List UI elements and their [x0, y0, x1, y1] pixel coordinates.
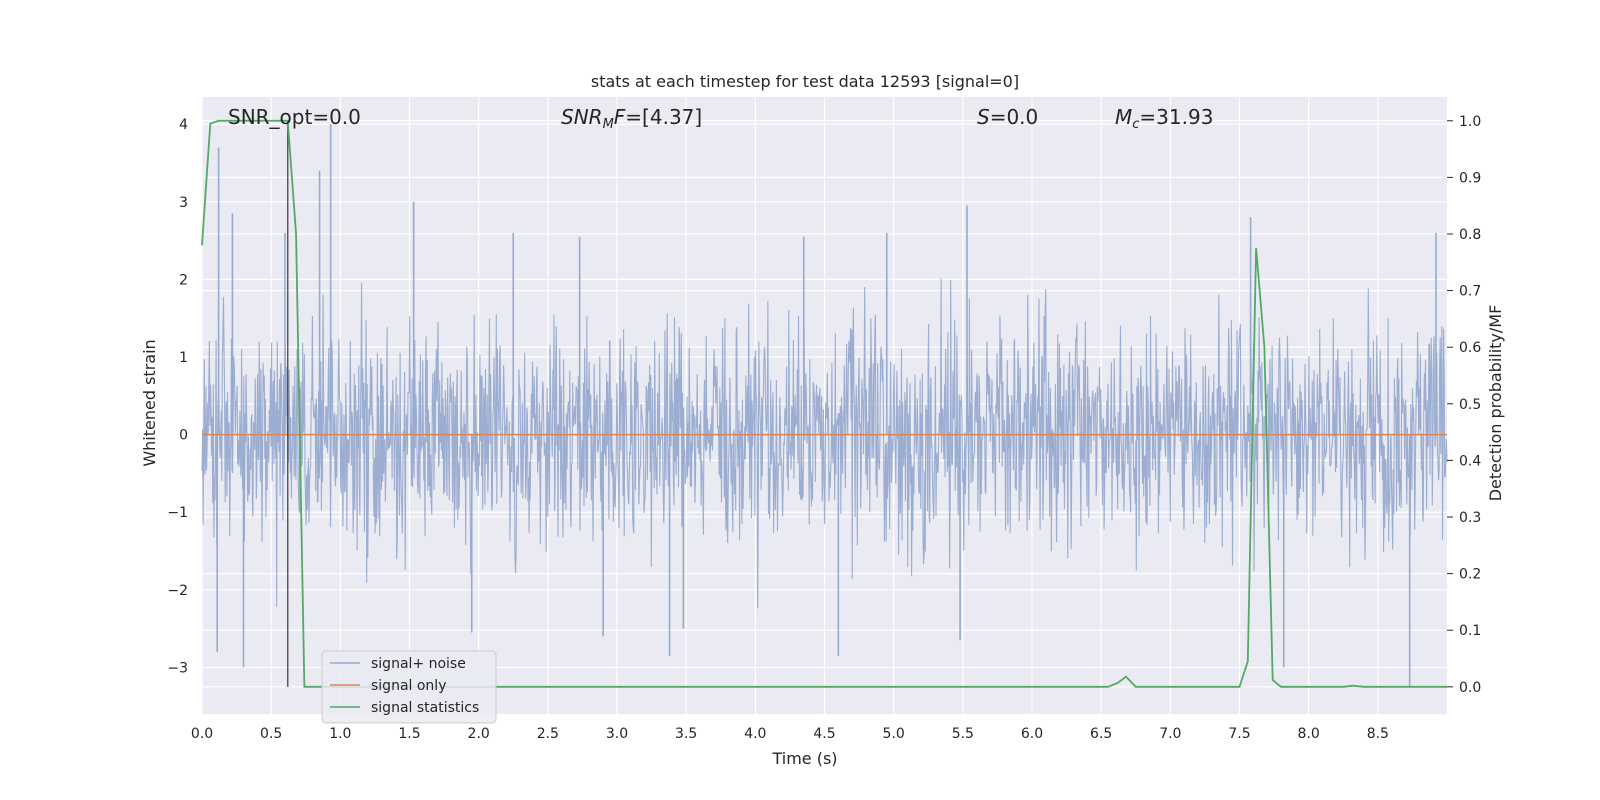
x-tick-label: 5.0: [883, 726, 905, 742]
annotation-snr-mf-main: SNR: [561, 105, 603, 129]
x-tick-label: 8.0: [1298, 726, 1320, 742]
x-tick-label: 6.5: [1090, 726, 1112, 742]
annotation-snr-opt: SNR_opt=0.0: [228, 105, 361, 129]
annotation-snr-mf-italic: F: [614, 105, 626, 129]
x-tick-label: 0.5: [260, 726, 282, 742]
x-tick-label: 3.0: [606, 726, 628, 742]
y-right-axis-ticks: 0.0 0.1 0.2 0.3 0.4 0.5 0.6 0.7 0.8 0.9 1.0: [1447, 114, 1481, 696]
annotation-s-symbol: S: [977, 105, 990, 129]
x-tick-label: 4.0: [744, 726, 766, 742]
y-left-axis-ticks: −3 −2 −1 0 1 2 3 4: [167, 117, 188, 676]
y-right-tick-label: 1.0: [1459, 114, 1481, 130]
y-left-tick-label: 4: [179, 117, 188, 133]
x-tick-label: 4.5: [813, 726, 835, 742]
annotation-snr-mf-sub: M: [603, 117, 614, 132]
y-right-tick-label: 0.6: [1459, 340, 1481, 356]
legend-label-signal-plus-noise: signal+ noise: [371, 656, 466, 672]
series-signal-statistics: [201, 119, 1447, 688]
signal-statistics-line: [201, 119, 1447, 688]
y-right-tick-label: 0.2: [1459, 567, 1481, 583]
x-tick-label: 7.5: [1228, 726, 1250, 742]
x-tick-label: 1.5: [398, 726, 420, 742]
y-right-tick-label: 0.3: [1459, 510, 1481, 526]
y-left-tick-label: 3: [179, 195, 188, 211]
chart-title: stats at each timestep for test data 125…: [591, 72, 1019, 91]
x-tick-label: 7.0: [1159, 726, 1181, 742]
annotation-mc: Mc=31.93: [1115, 105, 1213, 132]
signal-plus-noise-line: [201, 278, 1448, 609]
annotation-mc-value: =31.93: [1139, 105, 1213, 129]
annotation-snr-mf-value: =[4.37]: [625, 105, 702, 129]
x-tick-label: 8.5: [1367, 726, 1389, 742]
x-tick-label: 2.5: [537, 726, 559, 742]
legend: signal+ noise signal only signal statist…: [321, 650, 497, 724]
annotation-mc-sub: c: [1132, 117, 1139, 132]
y-right-tick-label: 0.0: [1459, 680, 1481, 696]
x-tick-label: 1.0: [329, 726, 351, 742]
y-right-tick-label: 0.8: [1459, 227, 1481, 243]
annotation-mc-symbol: M: [1115, 105, 1132, 129]
y-right-tick-label: 0.7: [1459, 284, 1481, 300]
y-left-tick-label: 0: [179, 428, 188, 444]
legend-label-signal-statistics: signal statistics: [371, 700, 479, 716]
x-tick-label: 5.5: [952, 726, 974, 742]
annotations: SNR_opt=0.0 SNRMF=[4.37] S=0.0 Mc=31.93: [228, 105, 1213, 132]
y-right-axis-label: Detection probability/MF: [1486, 305, 1505, 502]
y-left-tick-label: −2: [167, 583, 188, 599]
y-left-tick-label: −3: [167, 660, 188, 676]
y-right-tick-label: 0.5: [1459, 397, 1481, 413]
annotation-snr-mf: SNRMF=[4.37]: [561, 105, 702, 132]
series-signal-plus-noise: [201, 124, 1448, 687]
annotation-s-value: =0.0: [990, 105, 1039, 129]
y-right-tick-label: 0.9: [1459, 170, 1481, 186]
x-tick-label: 2.0: [468, 726, 490, 742]
x-axis-label: Time (s): [771, 749, 837, 768]
x-axis-ticks: 0.0 0.5 1.0 1.5 2.0 2.5 3.0 3.5 4.0 4.5 5.0 5.5 6.0 6…: [191, 726, 1389, 742]
y-left-axis-label: Whitened strain: [140, 339, 159, 466]
y-right-tick-label: 0.1: [1459, 623, 1481, 639]
x-tick-label: 6.0: [1021, 726, 1043, 742]
annotation-s: S=0.0: [977, 105, 1038, 129]
legend-box: [321, 650, 497, 724]
y-left-tick-label: −1: [167, 505, 188, 521]
y-left-tick-label: 1: [179, 350, 188, 366]
y-left-tick-label: 2: [179, 272, 188, 288]
x-tick-label: 3.5: [675, 726, 697, 742]
y-right-tick-label: 0.4: [1459, 453, 1481, 469]
x-tick-label: 0.0: [191, 726, 213, 742]
legend-label-signal-only: signal only: [371, 678, 446, 694]
